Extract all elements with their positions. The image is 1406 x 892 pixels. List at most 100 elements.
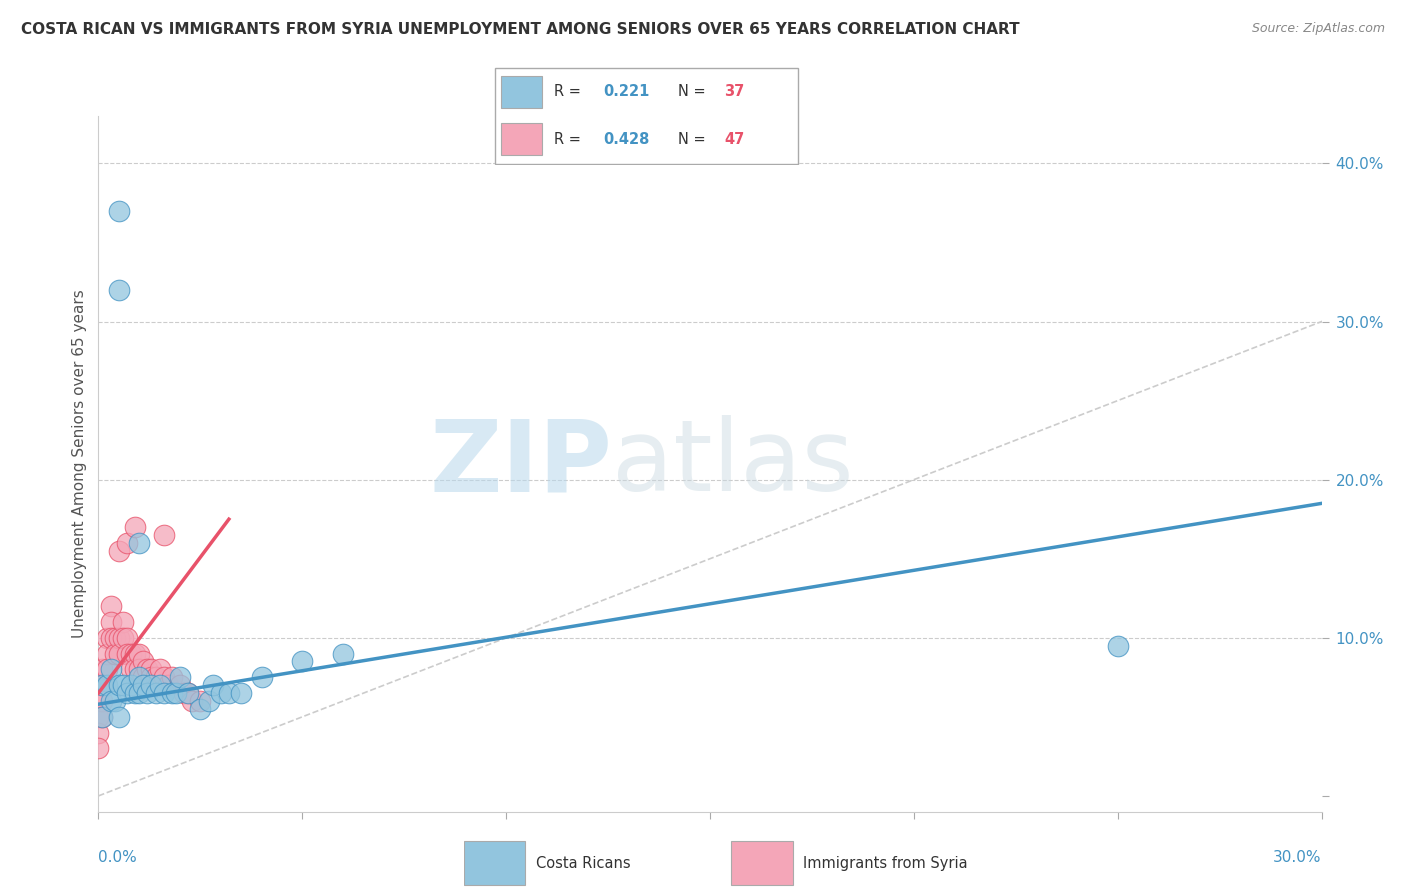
Point <box>104 631 127 645</box>
Point <box>108 631 131 645</box>
Text: 47: 47 <box>724 131 744 146</box>
Point <box>149 678 172 692</box>
Point <box>91 694 114 708</box>
Point <box>100 631 122 645</box>
Text: 0.428: 0.428 <box>603 131 650 146</box>
Point <box>152 528 174 542</box>
Point <box>188 702 212 716</box>
Point <box>141 678 163 692</box>
Point <box>124 647 146 661</box>
Point <box>231 686 253 700</box>
Point <box>156 678 179 692</box>
FancyBboxPatch shape <box>502 123 541 155</box>
Point <box>209 686 232 700</box>
Point <box>87 741 110 756</box>
Point <box>100 662 122 676</box>
Point <box>91 710 114 724</box>
Point <box>132 678 155 692</box>
Point <box>128 662 150 676</box>
Text: COSTA RICAN VS IMMIGRANTS FROM SYRIA UNEMPLOYMENT AMONG SENIORS OVER 65 YEARS CO: COSTA RICAN VS IMMIGRANTS FROM SYRIA UNE… <box>21 22 1019 37</box>
Point <box>87 725 110 739</box>
Point <box>128 536 150 550</box>
Point <box>100 599 122 614</box>
Point <box>108 647 131 661</box>
Point <box>87 694 110 708</box>
Point <box>111 631 134 645</box>
Point <box>115 536 138 550</box>
Point <box>96 631 118 645</box>
Point <box>87 710 110 724</box>
Point <box>291 655 314 669</box>
Point <box>100 615 122 629</box>
FancyBboxPatch shape <box>731 841 793 885</box>
Text: Immigrants from Syria: Immigrants from Syria <box>803 855 967 871</box>
Point <box>128 686 150 700</box>
FancyBboxPatch shape <box>495 68 799 164</box>
Point <box>145 686 167 700</box>
Point <box>128 647 150 661</box>
Text: atlas: atlas <box>612 416 853 512</box>
Point <box>152 670 174 684</box>
Point <box>1107 639 1129 653</box>
Text: Costa Ricans: Costa Ricans <box>536 855 631 871</box>
Point <box>160 670 183 684</box>
Point <box>115 686 138 700</box>
Point <box>108 678 131 692</box>
Point <box>141 662 163 676</box>
Point <box>96 662 118 676</box>
Point <box>128 670 150 684</box>
Point <box>108 203 131 218</box>
Point <box>108 543 131 558</box>
Point <box>104 694 127 708</box>
Point <box>181 694 204 708</box>
Point <box>173 686 195 700</box>
Text: ZIP: ZIP <box>429 416 612 512</box>
Point <box>100 694 122 708</box>
Text: R =: R = <box>554 85 585 99</box>
FancyBboxPatch shape <box>464 841 526 885</box>
Point <box>218 686 240 700</box>
Point <box>124 686 146 700</box>
Point <box>108 283 131 297</box>
Point <box>115 647 138 661</box>
Point <box>120 647 142 661</box>
Point <box>165 686 187 700</box>
Text: 0.0%: 0.0% <box>98 850 138 865</box>
Point <box>120 678 142 692</box>
Point <box>91 662 114 676</box>
Point <box>91 678 114 692</box>
Point <box>149 662 172 676</box>
Point <box>152 686 174 700</box>
Point <box>96 647 118 661</box>
Point <box>91 710 114 724</box>
Point <box>115 631 138 645</box>
Point <box>120 662 142 676</box>
Point <box>132 670 155 684</box>
Text: Source: ZipAtlas.com: Source: ZipAtlas.com <box>1251 22 1385 36</box>
Point <box>111 678 134 692</box>
Point <box>145 670 167 684</box>
Point <box>332 647 354 661</box>
Point <box>124 520 146 534</box>
Point <box>160 686 183 700</box>
Point <box>201 678 224 692</box>
Point <box>91 678 114 692</box>
Point <box>169 670 191 684</box>
FancyBboxPatch shape <box>502 76 541 108</box>
Point <box>124 662 146 676</box>
Point <box>177 686 200 700</box>
Point <box>111 615 134 629</box>
Point <box>136 686 159 700</box>
Text: 30.0%: 30.0% <box>1274 850 1322 865</box>
Point <box>96 678 118 692</box>
Point <box>177 686 200 700</box>
Point <box>141 670 163 684</box>
Text: N =: N = <box>678 131 710 146</box>
Point <box>197 694 219 708</box>
Point <box>250 670 273 684</box>
Point <box>108 710 131 724</box>
Point <box>169 678 191 692</box>
Point <box>188 694 212 708</box>
Point <box>104 647 127 661</box>
Y-axis label: Unemployment Among Seniors over 65 years: Unemployment Among Seniors over 65 years <box>72 290 87 638</box>
